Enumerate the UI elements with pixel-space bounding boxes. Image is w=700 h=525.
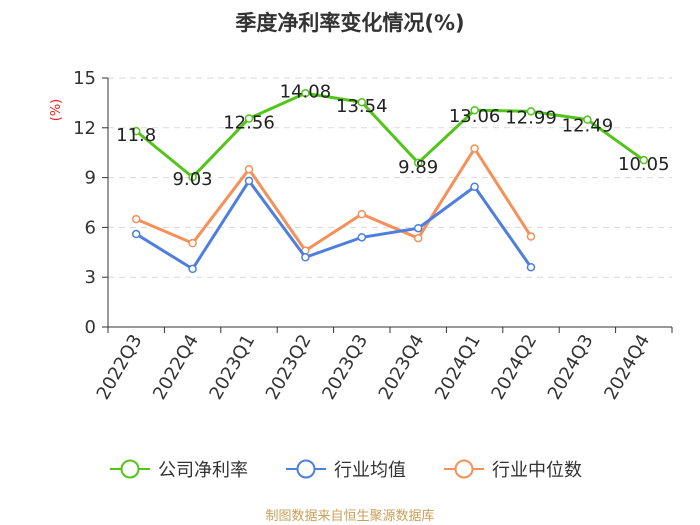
data-label: 12.49 bbox=[562, 116, 614, 137]
y-tick-label: 0 bbox=[85, 317, 96, 338]
data-point bbox=[413, 158, 423, 168]
data-point bbox=[244, 114, 254, 123]
x-tick-label: 2022Q3 bbox=[93, 331, 147, 403]
legend-marker bbox=[454, 459, 474, 479]
data-point bbox=[357, 97, 367, 107]
chart-title: 季度净利率变化情况(%) bbox=[235, 11, 464, 35]
legend-marker bbox=[296, 459, 316, 479]
data-point bbox=[131, 126, 141, 136]
data-point bbox=[526, 262, 536, 272]
data-point bbox=[470, 105, 479, 115]
data-label: 11.8 bbox=[116, 125, 156, 146]
data-point bbox=[583, 115, 592, 124]
data-point bbox=[301, 89, 310, 98]
data-point bbox=[244, 165, 254, 174]
y-tick-label: 6 bbox=[85, 217, 96, 238]
data-label: 14.08 bbox=[280, 81, 332, 102]
data-point bbox=[188, 264, 197, 274]
data-point bbox=[639, 155, 649, 165]
legend-label: 行业中位数 bbox=[492, 460, 582, 481]
legend-marker bbox=[120, 459, 140, 479]
y-tick-label: 9 bbox=[85, 168, 96, 189]
data-point bbox=[188, 238, 197, 248]
data-point bbox=[188, 172, 197, 182]
data-point bbox=[413, 233, 423, 243]
data-label: 12.99 bbox=[505, 107, 557, 128]
y-tick-label: 12 bbox=[73, 118, 96, 139]
data-point bbox=[357, 209, 367, 219]
x-tick-label: 2022Q4 bbox=[149, 331, 203, 403]
legend-label: 行业均值 bbox=[334, 460, 406, 481]
data-point bbox=[244, 176, 254, 186]
x-tick-label: 2024Q1 bbox=[431, 331, 485, 403]
data-point bbox=[526, 107, 536, 116]
series-line bbox=[135, 179, 533, 271]
x-tick-label: 2023Q2 bbox=[262, 331, 316, 403]
y-tick-label: 3 bbox=[85, 267, 96, 288]
data-label: 9.03 bbox=[173, 169, 213, 190]
data-point bbox=[357, 233, 367, 242]
gridlines bbox=[108, 77, 672, 278]
x-tick-label: 2024Q2 bbox=[487, 331, 541, 403]
x-tick-label: 2023Q4 bbox=[375, 331, 429, 403]
data-point bbox=[413, 223, 423, 233]
x-tick-label: 2023Q3 bbox=[318, 331, 372, 403]
legend: 公司净利率 行业均值 行业中位数 bbox=[110, 459, 582, 481]
data-label: 13.06 bbox=[449, 106, 501, 127]
data-label: 9.89 bbox=[398, 157, 438, 178]
data-point bbox=[131, 214, 141, 224]
series-layer bbox=[131, 89, 649, 274]
y-tick-label: 15 bbox=[73, 68, 96, 89]
y-axis-unit: (%) bbox=[49, 99, 64, 122]
data-point bbox=[470, 182, 479, 191]
data-label: 12.56 bbox=[223, 113, 275, 134]
x-tick-label: 2024Q3 bbox=[544, 331, 598, 403]
data-point bbox=[526, 232, 536, 241]
data-label: 10.05 bbox=[618, 154, 670, 175]
x-tick-label: 2023Q1 bbox=[205, 331, 259, 403]
data-point bbox=[470, 144, 479, 153]
x-tick-label: 2024Q4 bbox=[600, 331, 654, 403]
series-line bbox=[135, 91, 645, 179]
series-line bbox=[135, 147, 533, 253]
data-point bbox=[301, 253, 310, 262]
data-label: 13.54 bbox=[336, 96, 388, 117]
legend-label: 公司净利率 bbox=[158, 460, 248, 481]
data-point bbox=[131, 229, 141, 239]
source-note: 制图数据来自恒生聚源数据库 bbox=[265, 508, 434, 524]
